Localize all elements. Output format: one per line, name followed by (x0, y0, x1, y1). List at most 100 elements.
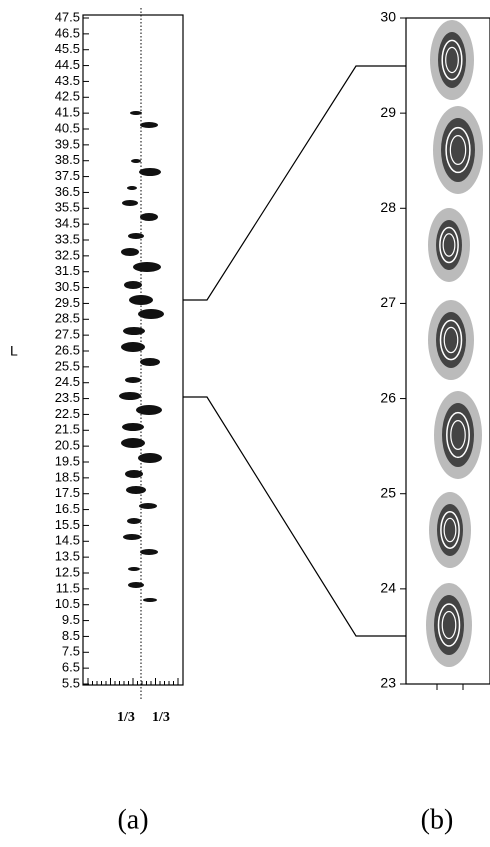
contour (442, 233, 456, 257)
y-tick-label: 30.5 (55, 279, 80, 294)
reflection (127, 186, 137, 190)
y-tick-label: 38.5 (55, 152, 80, 167)
reflection (129, 295, 153, 305)
contour (449, 135, 467, 166)
reflection (126, 486, 146, 494)
reflection (121, 342, 145, 352)
reflection (138, 453, 162, 463)
y-tick-label: 6.5 (62, 660, 80, 675)
contour (450, 420, 466, 451)
y-tick-label: 27.5 (55, 327, 80, 342)
reflection (140, 122, 158, 128)
reflection (122, 200, 138, 206)
reflection (122, 423, 144, 431)
y-tick-label: 41.5 (55, 105, 80, 120)
y-tick-label: 23 (380, 675, 396, 691)
reflection (119, 392, 141, 400)
panel-label: (a) (117, 804, 148, 835)
y-tick-label: 17.5 (55, 485, 80, 500)
y-tick-label: 15.5 (55, 517, 80, 532)
y-tick-label: 19.5 (55, 453, 80, 468)
reflection (128, 233, 144, 239)
reflection (125, 470, 143, 478)
y-tick-label: 33.5 (55, 231, 80, 246)
y-tick-label: 24.5 (55, 374, 80, 389)
contour (443, 517, 457, 543)
reflection (136, 405, 162, 415)
y-tick-label: 5.5 (62, 675, 80, 690)
y-tick-label: 23.5 (55, 390, 80, 405)
y-tick-label: 10.5 (55, 596, 80, 611)
y-tick-label: 28.5 (55, 311, 80, 326)
y-tick-label: 7.5 (62, 644, 80, 659)
y-tick-label: 31.5 (55, 263, 80, 278)
contour (439, 319, 463, 361)
y-tick-label: 28 (380, 199, 396, 215)
y-tick-label: 12.5 (55, 564, 80, 579)
contour (439, 226, 459, 264)
y-tick-label: 11.5 (56, 580, 80, 595)
y-tick-label: 44.5 (55, 57, 80, 72)
y-tick-label: 46.5 (55, 25, 80, 40)
y-tick-label: 8.5 (62, 628, 80, 643)
contour (445, 126, 471, 174)
y-tick-label: 25 (380, 484, 396, 500)
reflection (140, 549, 158, 555)
reflection (139, 168, 161, 176)
y-tick-label: 42.5 (55, 89, 80, 104)
y-tick-label: 47.5 (55, 9, 80, 24)
contour (445, 46, 459, 74)
y-tick-label: 26 (380, 389, 396, 405)
y-tick-label: 32.5 (55, 247, 80, 262)
y-tick-label: 39.5 (55, 136, 80, 151)
y-tick-label: 14.5 (55, 533, 80, 548)
reflection (140, 213, 158, 221)
contour (437, 603, 461, 647)
y-tick-label: 43.5 (55, 73, 80, 88)
y-tick-label: 40.5 (55, 120, 80, 135)
y-tick-label: 27 (380, 294, 396, 310)
x-tick-label: 1/3 (152, 710, 170, 725)
axis-label: L (10, 343, 18, 359)
x-tick-label: 1/3 (117, 710, 135, 725)
connector (183, 65, 406, 301)
y-tick-label: 35.5 (55, 200, 80, 215)
contour (440, 511, 460, 549)
reflection (123, 327, 145, 335)
reflection (121, 248, 139, 256)
reflection (128, 582, 144, 588)
y-tick-label: 16.5 (55, 501, 80, 516)
y-tick-label: 29 (380, 104, 396, 120)
panel-label: (b) (421, 804, 454, 835)
reflection (130, 111, 142, 115)
y-tick-label: 20.5 (55, 438, 80, 453)
y-tick-label: 24 (380, 580, 396, 596)
reflection (133, 262, 161, 272)
reflection (131, 159, 141, 163)
reflection (121, 438, 145, 448)
y-tick-label: 34.5 (55, 216, 80, 231)
y-tick-label: 13.5 (55, 549, 80, 564)
dynamic: 47.546.545.544.543.542.541.540.539.538.5… (55, 9, 483, 691)
panel-b-frame (405, 17, 490, 685)
y-tick-label: 26.5 (55, 342, 80, 357)
y-tick-label: 22.5 (55, 406, 80, 421)
y-tick-label: 25.5 (55, 358, 80, 373)
y-tick-label: 30 (380, 9, 396, 25)
y-tick-label: 37.5 (55, 168, 80, 183)
reflection (123, 534, 141, 540)
contour (446, 411, 470, 459)
reflection (124, 281, 142, 289)
reflection (127, 518, 141, 524)
y-tick-label: 29.5 (55, 295, 80, 310)
reflection (128, 567, 140, 571)
contour (441, 610, 457, 640)
y-tick-label: 36.5 (55, 184, 80, 199)
contour (441, 39, 463, 81)
reflection (143, 598, 157, 602)
reflection (139, 503, 157, 509)
reflection (138, 309, 164, 319)
contour (443, 326, 459, 354)
